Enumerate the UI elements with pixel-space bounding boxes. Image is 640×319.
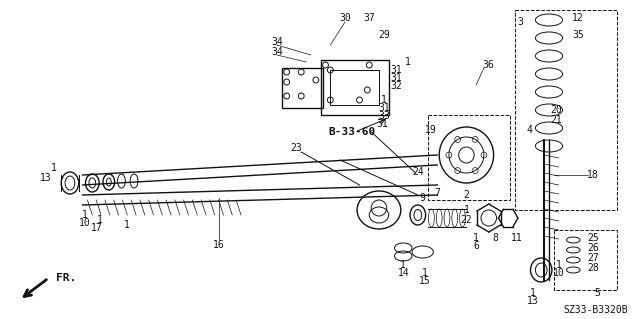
- Text: 31: 31: [378, 103, 390, 113]
- Text: 13: 13: [40, 173, 52, 183]
- Text: 5: 5: [595, 288, 600, 298]
- Text: 12: 12: [572, 13, 584, 23]
- Text: 1: 1: [97, 215, 103, 225]
- Text: 6: 6: [473, 241, 479, 251]
- Text: 30: 30: [339, 13, 351, 23]
- Bar: [554, 230, 617, 290]
- Text: 25: 25: [587, 233, 598, 243]
- Text: 22: 22: [461, 215, 472, 225]
- Text: 7: 7: [435, 188, 440, 198]
- Text: 35: 35: [572, 30, 584, 40]
- Text: 26: 26: [587, 243, 598, 253]
- Text: 1: 1: [463, 205, 469, 215]
- Text: 1: 1: [400, 260, 406, 270]
- Text: 17: 17: [92, 223, 103, 233]
- Text: 34: 34: [271, 37, 283, 47]
- Text: 31: 31: [390, 65, 403, 75]
- Text: 32: 32: [390, 81, 403, 91]
- Text: 14: 14: [397, 268, 409, 278]
- Text: 1: 1: [473, 233, 479, 243]
- Text: 1: 1: [381, 95, 387, 105]
- Text: SZ33-B3320B: SZ33-B3320B: [564, 305, 628, 315]
- Text: 24: 24: [412, 167, 424, 177]
- Text: 28: 28: [587, 263, 598, 273]
- Text: 18: 18: [587, 170, 598, 180]
- Text: 27: 27: [587, 253, 598, 263]
- Text: 15: 15: [419, 276, 431, 286]
- Bar: [330, 70, 379, 105]
- Text: 1: 1: [556, 260, 562, 270]
- Bar: [321, 60, 388, 115]
- Text: 1: 1: [51, 163, 56, 173]
- Text: 1: 1: [124, 220, 129, 230]
- Text: FR.: FR.: [56, 273, 77, 283]
- Text: 37: 37: [364, 13, 375, 23]
- Text: 36: 36: [482, 60, 493, 70]
- Text: 34: 34: [271, 47, 283, 57]
- Text: 23: 23: [291, 143, 302, 153]
- Text: 1: 1: [422, 268, 428, 278]
- Text: 20: 20: [550, 105, 562, 115]
- Text: 13: 13: [527, 296, 538, 306]
- Text: 3: 3: [517, 17, 523, 27]
- Text: 1: 1: [405, 57, 411, 67]
- Text: 2: 2: [463, 190, 469, 200]
- Bar: [428, 115, 510, 200]
- Text: 29: 29: [378, 30, 390, 40]
- Text: 4: 4: [527, 125, 532, 135]
- Text: 33: 33: [378, 111, 390, 121]
- Bar: [515, 10, 617, 210]
- Text: 1: 1: [529, 288, 536, 298]
- Text: 31: 31: [390, 73, 403, 83]
- Text: 11: 11: [511, 233, 523, 243]
- Text: 31: 31: [376, 119, 388, 129]
- Text: 1: 1: [81, 210, 88, 220]
- Text: 10: 10: [553, 268, 564, 278]
- Text: 8: 8: [493, 233, 499, 243]
- Bar: [282, 68, 323, 108]
- Text: 16: 16: [212, 240, 225, 250]
- Text: 19: 19: [424, 125, 436, 135]
- Text: 21: 21: [550, 115, 562, 125]
- Text: 9: 9: [420, 193, 426, 203]
- Text: 10: 10: [79, 218, 90, 228]
- Text: B-33-60: B-33-60: [328, 127, 376, 137]
